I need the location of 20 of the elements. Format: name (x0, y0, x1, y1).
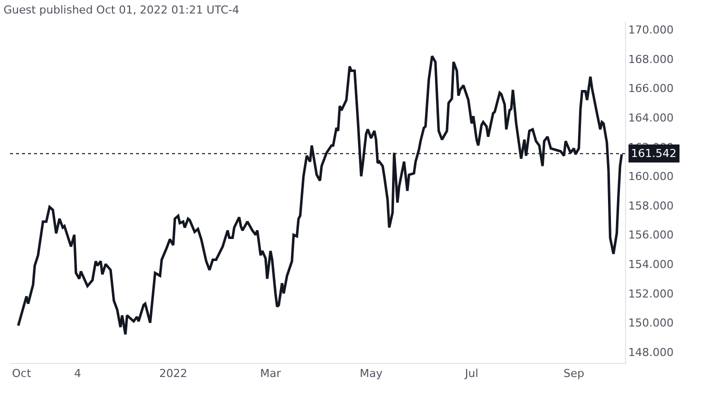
y-tick-label: 170.000 (628, 24, 674, 37)
y-tick-label: 158.000 (628, 199, 674, 212)
y-tick-label: 156.000 (628, 228, 674, 242)
y-tick-label: 168.000 (628, 52, 674, 66)
x-tick-label: May (360, 367, 383, 380)
y-tick-label: 164.000 (628, 112, 674, 124)
x-tick-label: 4 (74, 367, 82, 380)
x-tick-label: Jul (464, 367, 478, 380)
y-tick-label: 148.000 (628, 346, 674, 359)
ref-line-label: 161.542 (631, 147, 676, 160)
x-tick-label: Oct (12, 367, 32, 380)
y-tick-label: 160.000 (628, 170, 674, 184)
x-tick-label: Sep (564, 367, 584, 380)
y-tick-label: 152.000 (628, 287, 674, 300)
y-tick-label: 150.000 (628, 316, 674, 330)
y-tick-label: 154.000 (628, 258, 674, 271)
y-tick-label: 166.000 (628, 82, 674, 96)
chart-title: Guest published Oct 01, 2022 01:21 UTC-4 (4, 4, 240, 17)
x-tick-label: Mar (260, 367, 282, 380)
x-tick-label: 2022 (159, 367, 188, 380)
